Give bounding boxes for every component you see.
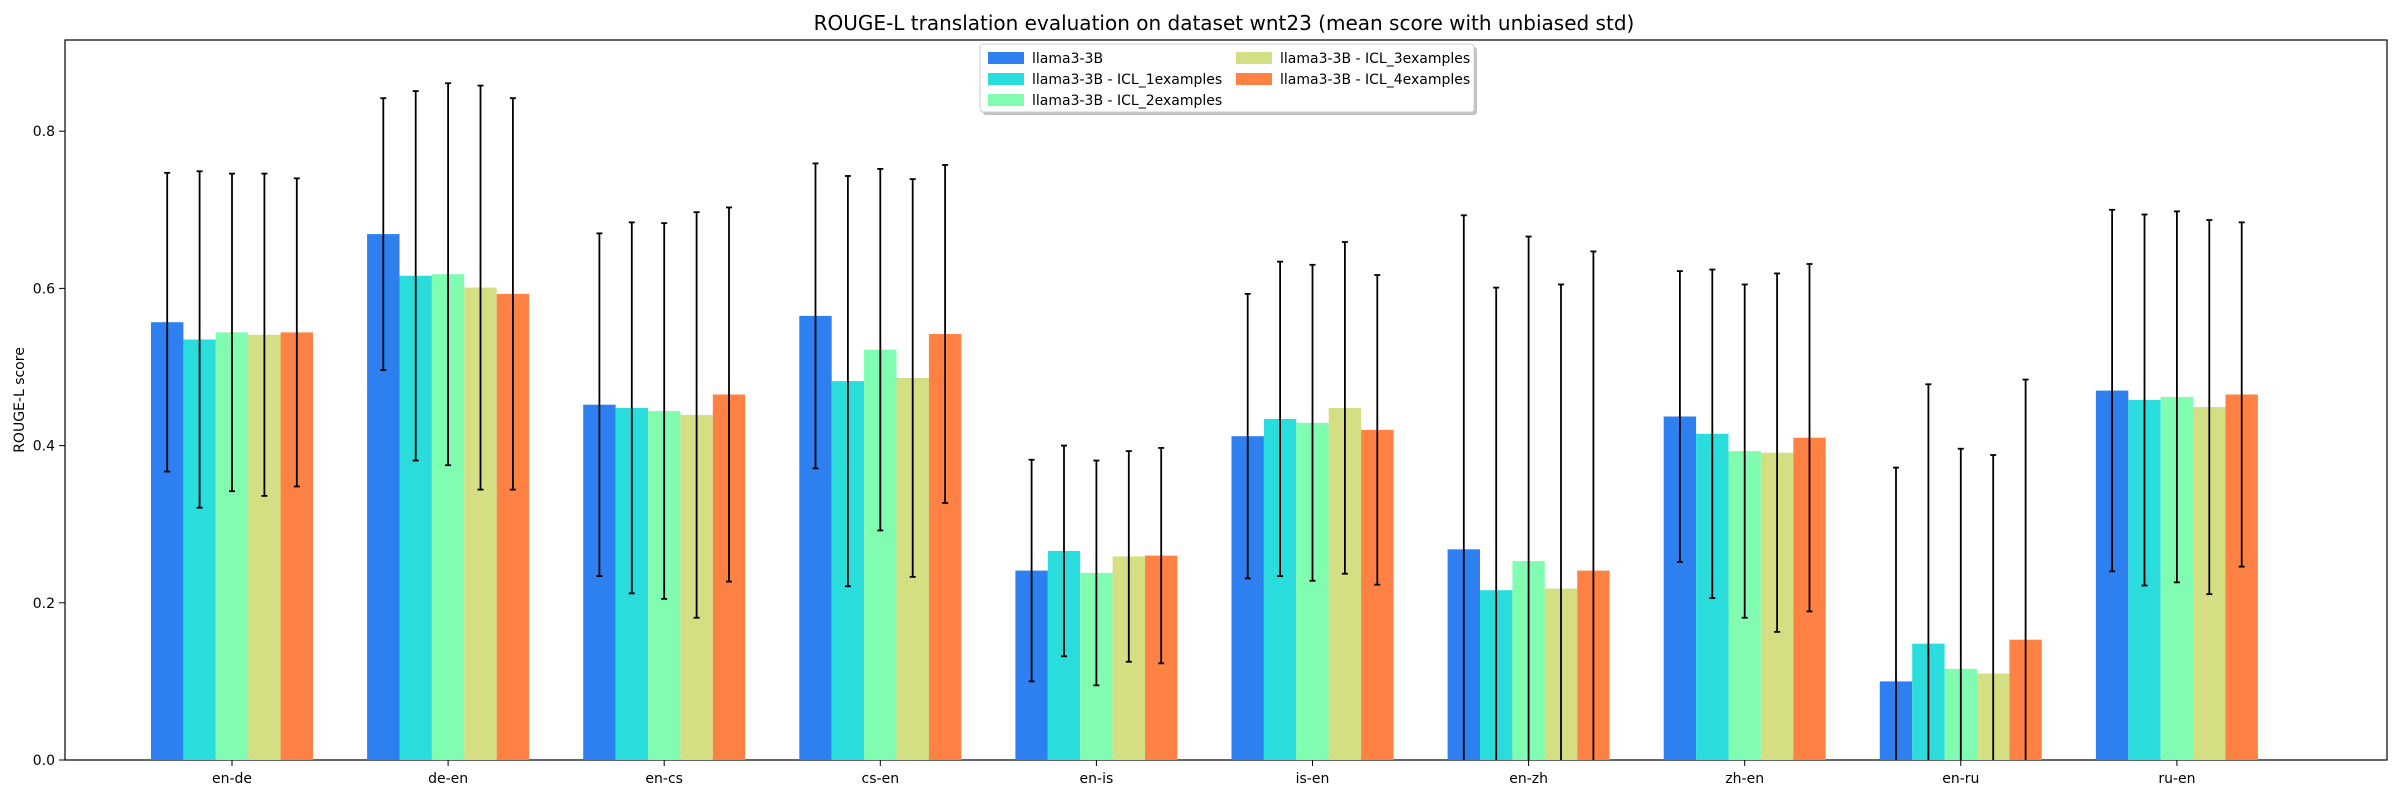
x-tick-label: en-zh — [1509, 771, 1548, 787]
x-tick-label: en-cs — [645, 771, 683, 787]
x-tick-label: en-is — [1080, 771, 1114, 787]
y-tick-label: 0.8 — [33, 124, 55, 140]
y-axis: 0.0 0.2 0.4 0.6 0.8 — [33, 124, 65, 769]
bars-layer — [151, 234, 2258, 761]
legend-swatch — [988, 94, 1024, 106]
y-tick-label: 0.0 — [33, 753, 55, 769]
x-tick-label: ru-en — [2158, 771, 2195, 787]
plot-frame — [64, 39, 2388, 761]
x-tick-label: cs-en — [862, 771, 900, 787]
legend-label: llama3-3B - ICL_2examples — [1032, 93, 1222, 109]
x-tick-label: zh-en — [1725, 771, 1764, 787]
error-bars-layer — [164, 82, 2245, 760]
x-tick-label: is-en — [1296, 771, 1330, 787]
legend-swatch — [1236, 73, 1272, 85]
y-axis-label: ROUGE-L score — [12, 347, 28, 453]
x-tick-label: en-ru — [1942, 771, 1979, 787]
legend-swatch — [988, 52, 1024, 64]
chart-title: ROUGE-L translation evaluation on datase… — [814, 11, 1635, 35]
legend-label: llama3-3B - ICL_3examples — [1280, 51, 1470, 67]
y-tick-label: 0.4 — [33, 439, 55, 455]
legend-swatch — [988, 73, 1024, 85]
x-tick-label: en-de — [212, 771, 252, 787]
x-tick-label: de-en — [428, 771, 468, 787]
legend-label: llama3-3B - ICL_1examples — [1032, 72, 1222, 88]
y-tick-label: 0.6 — [33, 281, 55, 297]
y-tick-label: 0.2 — [33, 596, 55, 612]
legend-swatch — [1236, 52, 1272, 64]
legend: llama3-3B llama3-3B - ICL_1examples llama3… — [979, 43, 1477, 115]
x-axis: en-de de-en en-cs cs-en en-is is-en en-zh zh-en… — [212, 760, 2195, 787]
legend-label: llama3-3B — [1032, 51, 1103, 67]
legend-label: llama3-3B - ICL_4examples — [1280, 72, 1470, 88]
legend-box — [979, 43, 1475, 113]
